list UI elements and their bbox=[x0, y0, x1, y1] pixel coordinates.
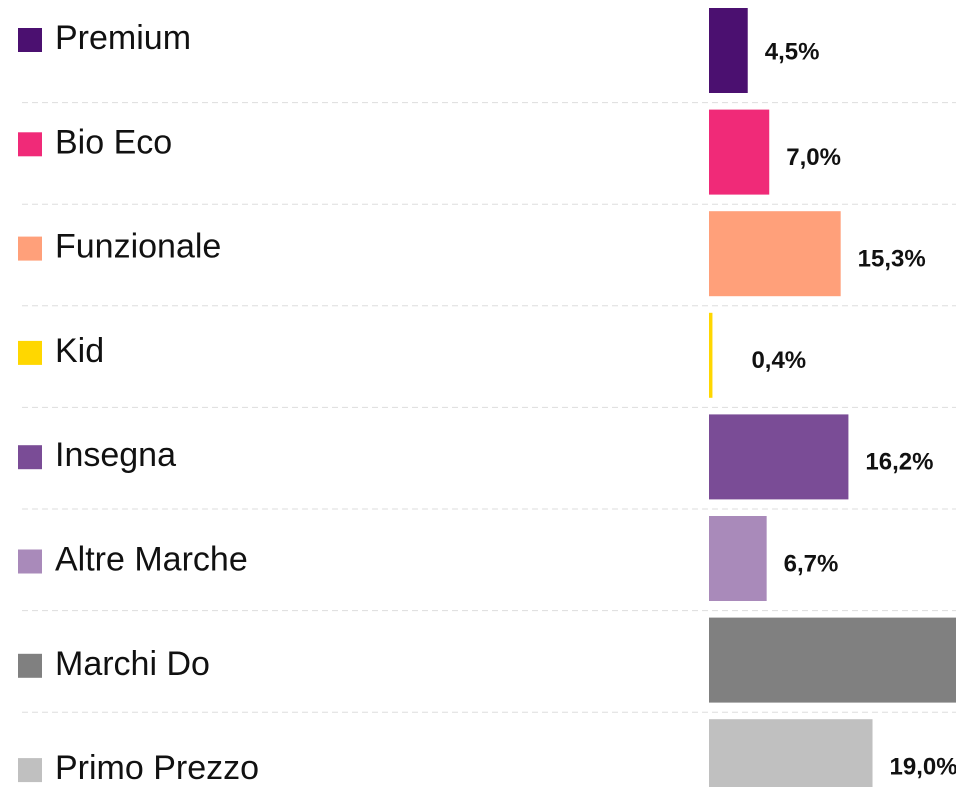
legend-swatch bbox=[18, 340, 42, 365]
bar bbox=[709, 414, 849, 500]
category-label: Funzionale bbox=[55, 228, 221, 266]
value-label: 16,2% bbox=[865, 449, 933, 476]
legend-swatch bbox=[18, 445, 42, 470]
category-label: Kid bbox=[55, 332, 104, 370]
bar bbox=[709, 719, 873, 787]
bar bbox=[709, 8, 748, 93]
legend-swatch bbox=[18, 236, 42, 261]
value-label: 4,5% bbox=[765, 38, 820, 65]
value-label: 7,0% bbox=[786, 144, 841, 171]
bar bbox=[709, 312, 713, 398]
category-label: Insegna bbox=[55, 436, 176, 474]
legend-swatch bbox=[18, 758, 42, 783]
legend-swatch bbox=[18, 132, 42, 157]
category-label: Premium bbox=[55, 19, 191, 57]
legend-swatch bbox=[18, 549, 42, 574]
bar bbox=[709, 617, 956, 703]
legend-swatch bbox=[18, 653, 42, 678]
value-label: 19,0% bbox=[890, 754, 956, 781]
value-label: 6,7% bbox=[784, 550, 839, 577]
value-label: 0,4% bbox=[751, 347, 806, 374]
legend-swatch bbox=[18, 28, 42, 52]
category-label: Altre Marche bbox=[55, 540, 248, 578]
bar bbox=[709, 211, 841, 297]
category-label: Primo Prezzo bbox=[55, 749, 259, 787]
value-label: 15,3% bbox=[858, 246, 926, 273]
bar bbox=[709, 109, 770, 195]
category-label: Bio Eco bbox=[55, 123, 172, 161]
bar bbox=[709, 516, 767, 601]
category-label: Marchi Do bbox=[55, 645, 210, 683]
